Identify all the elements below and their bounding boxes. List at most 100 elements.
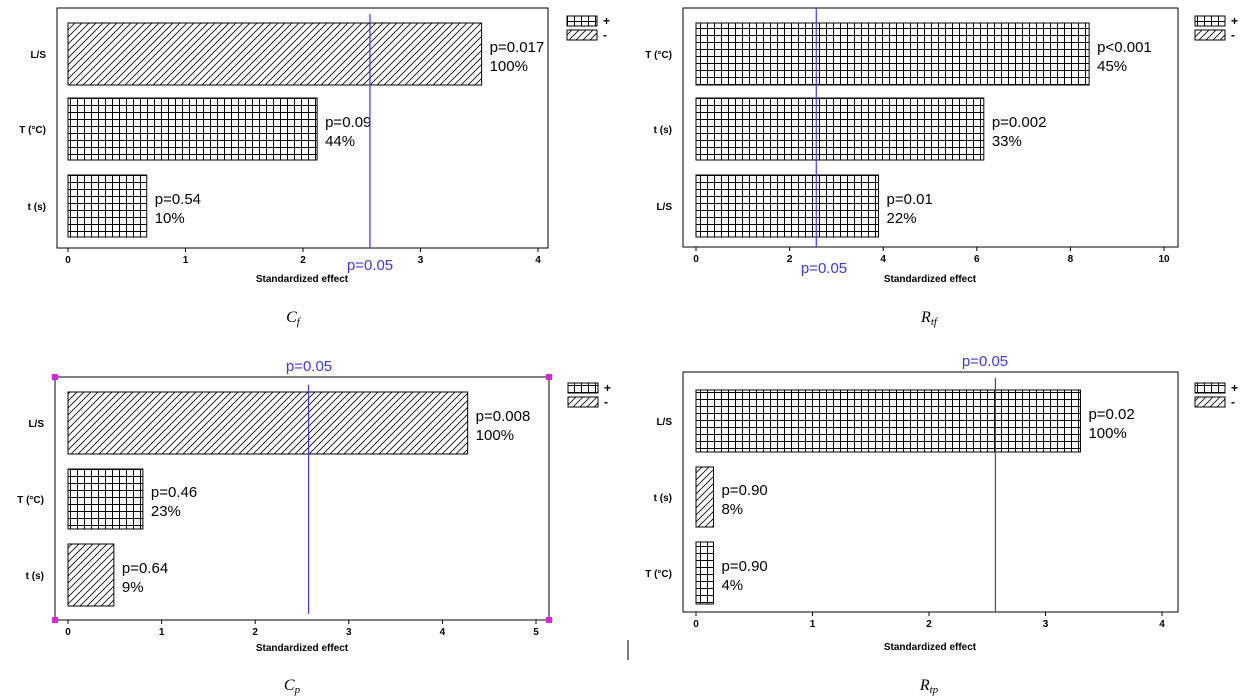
chart-panel-cf: L/S p=0.017 100% T (°C) p=0.09 44% t (s) p=0.54…: [19, 7, 610, 328]
tick-label: 10: [1158, 254, 1170, 265]
x-axis-ticks: 0 2 4 6 8 10: [693, 247, 1170, 265]
bar-t-c: [67, 97, 318, 161]
percent-label: 45%: [1097, 58, 1127, 75]
legend: +-: [1194, 14, 1238, 42]
x-axis-ticks: 0 1 2 3 4 5: [65, 620, 539, 638]
x-axis-label: Standardized effect: [256, 643, 349, 654]
legend: +-: [567, 381, 611, 409]
category-label: T (°C): [645, 50, 672, 61]
percent-label: 10%: [155, 210, 185, 227]
category-label: L/S: [28, 419, 44, 430]
tick-label: 2: [787, 254, 793, 265]
p-value-label: p<0.001: [1097, 39, 1152, 56]
legend-label: +: [1231, 14, 1238, 28]
bar-t-s: [67, 543, 115, 607]
percent-label: 9%: [122, 579, 144, 596]
selection-handle-icon[interactable]: [546, 374, 552, 380]
tick-label: 2: [300, 255, 306, 266]
bar-t-s: [67, 174, 148, 238]
tick-label: 6: [974, 254, 980, 265]
reference-label: p=0.05: [801, 260, 847, 277]
category-label: T (°C): [17, 495, 44, 506]
reference-label: p=0.05: [347, 257, 393, 274]
category-label: L/S: [656, 202, 672, 213]
bar-t-c: [67, 468, 144, 530]
x-axis-ticks: 0 1 2 3 4: [65, 248, 541, 266]
tick-label: 4: [880, 254, 886, 265]
percent-label: 44%: [325, 133, 355, 150]
selection-handle-icon[interactable]: [52, 617, 58, 623]
bars-group: L/S p=0.008 100% T (°C) p=0.46 23% t (s) p=0.64…: [17, 391, 531, 607]
tick-label: 3: [346, 627, 352, 638]
x-axis-label: Standardized effect: [884, 274, 977, 285]
legend-swatch-hatch: [567, 396, 599, 408]
legend-swatch-grid: [1194, 15, 1226, 27]
panel-sublabel: Rtf: [920, 309, 939, 328]
tick-label: 4: [1159, 619, 1165, 630]
category-label: L/S: [30, 50, 46, 61]
x-axis-label: Standardized effect: [256, 274, 349, 285]
legend-swatch-grid: [567, 382, 599, 394]
bar-l-s: [695, 174, 880, 238]
bars-group: L/S p=0.017 100% T (°C) p=0.09 44% t (s) p=0.54…: [19, 22, 544, 238]
category-label: T (°C): [645, 569, 672, 580]
x-axis-ticks: 0 1 2 3 4: [693, 612, 1165, 630]
panel-sublabel: Cf: [286, 309, 302, 328]
selection-handle-icon[interactable]: [52, 374, 58, 380]
percent-label: 4%: [721, 577, 743, 594]
legend-swatch-hatch: [566, 29, 598, 41]
bar-t-c: [695, 541, 714, 605]
legend-swatch-grid: [1194, 382, 1226, 394]
tick-label: 0: [693, 619, 699, 630]
selection-handle-icon[interactable]: [546, 617, 552, 623]
legend: +-: [1194, 381, 1238, 409]
reference-label: p=0.05: [286, 358, 332, 375]
bar-t-s: [695, 466, 714, 528]
category-label: t (s): [654, 125, 672, 136]
tick-label: 4: [535, 255, 541, 266]
percent-label: 33%: [992, 133, 1022, 150]
tick-label: 1: [159, 627, 165, 638]
p-value-label: p=0.54: [155, 191, 201, 208]
p-value-label: p=0.90: [721, 558, 767, 575]
tick-label: 0: [693, 254, 699, 265]
p-value-label: p=0.01: [887, 191, 933, 208]
p-value-label: p=0.02: [1088, 406, 1134, 423]
category-label: L/S: [656, 417, 672, 428]
bars-group: T (°C) p<0.001 45% t (s) p=0.002 33% L/S p=0.01…: [645, 22, 1152, 238]
percent-label: 100%: [1088, 425, 1126, 442]
tick-label: 2: [252, 627, 258, 638]
chart-panel-rtp: L/S p=0.02 100% t (s) p=0.90 8% T (°C) p=0.90 4%…: [645, 353, 1238, 696]
legend-swatch-grid: [566, 15, 598, 27]
p-value-label: p=0.008: [476, 408, 531, 425]
tick-label: 1: [810, 619, 816, 630]
p-value-label: p=0.002: [992, 114, 1047, 131]
p-value-label: p=0.46: [151, 484, 197, 501]
tick-label: 0: [65, 627, 71, 638]
percent-label: 100%: [476, 427, 514, 444]
bar-l-s: [67, 391, 469, 455]
chart-panel-rtf: T (°C) p<0.001 45% t (s) p=0.002 33% L/S p=0.01…: [645, 7, 1238, 328]
legend-label: -: [1231, 395, 1235, 409]
plot-frame: [682, 371, 1179, 613]
x-axis-label: Standardized effect: [884, 642, 977, 653]
percent-label: 100%: [490, 58, 528, 75]
legend-label: -: [603, 28, 607, 42]
legend-label: -: [604, 395, 608, 409]
tick-label: 3: [1043, 619, 1049, 630]
p-value-label: p=0.64: [122, 560, 168, 577]
p-value-label: p=0.90: [721, 482, 767, 499]
plot-frame: [682, 7, 1179, 248]
legend-swatch-hatch: [1194, 29, 1226, 41]
percent-label: 8%: [721, 501, 743, 518]
category-label: T (°C): [19, 125, 46, 136]
category-label: t (s): [28, 202, 46, 213]
percent-label: 23%: [151, 503, 181, 520]
tick-label: 2: [926, 619, 932, 630]
bar-l-s: [67, 22, 483, 86]
legend-swatch-hatch: [1194, 396, 1226, 408]
panel-sublabel: Cp: [284, 677, 301, 696]
p-value-label: p=0.09: [325, 114, 371, 131]
tick-label: 1: [183, 255, 189, 266]
